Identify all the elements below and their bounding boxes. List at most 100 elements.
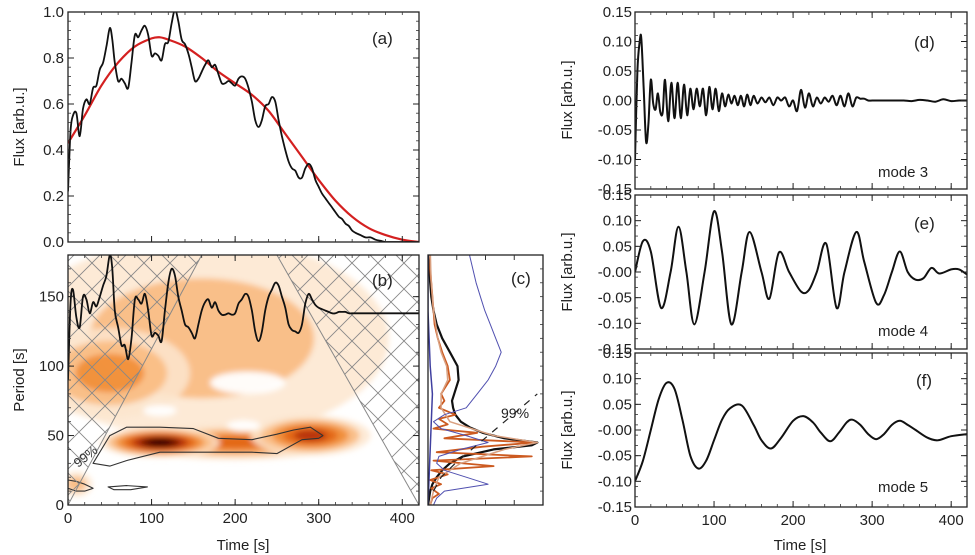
- plot-area-b: [68, 205, 975, 555]
- y-tick-label: -0.10: [598, 152, 632, 169]
- y-tick-label: 0.15: [603, 4, 632, 21]
- hatch-line: [734, 205, 975, 505]
- y-tick-label: 0.4: [43, 142, 64, 159]
- panel-a-flux-lightcurve: 0.0 0.2 0.4 0.6 0.8 1.0: [43, 4, 420, 251]
- hatch-line: [291, 255, 419, 505]
- overlay-line: [68, 255, 419, 381]
- minor-ticks: [635, 353, 967, 507]
- hatch-line: [786, 205, 975, 505]
- panel-label-d: (d): [914, 33, 935, 52]
- significance-contour: [107, 485, 148, 491]
- hatch-line: [734, 255, 975, 555]
- hatch-line: [786, 255, 975, 555]
- 99-significance-dashed-line: [432, 393, 538, 492]
- hatch-line: [864, 255, 975, 555]
- ylabel-a: Flux [arb.u.]: [11, 87, 28, 166]
- hatch-line: [838, 205, 975, 505]
- y-tick-label: -0.05: [598, 290, 632, 307]
- y-tick-label: -0.05: [598, 122, 632, 139]
- panel-label-c: (c): [511, 269, 531, 288]
- x-tick-label: 400: [390, 510, 415, 527]
- mode-label-5: mode 5: [878, 479, 928, 496]
- plot-area-a: [68, 12, 419, 242]
- ylabel-b: Period [s]: [11, 348, 28, 411]
- mode-signal-line: [635, 33, 967, 160]
- y-tick-label: 0.15: [603, 345, 632, 362]
- y-tick-label: 100: [39, 358, 64, 375]
- power-gap: [210, 371, 286, 394]
- hatch-line: [760, 255, 975, 555]
- y-tick-label: -0.00: [598, 264, 632, 281]
- y-tick-label: 1.0: [43, 4, 64, 21]
- panel-e-mode4: 0.15 0.10 0.05 -0.00 -0.05 -0.10 -0.15: [598, 187, 968, 358]
- panel-label-f: (f): [916, 371, 932, 390]
- plot-area-f: [635, 381, 967, 482]
- coi-boundary-right: [276, 255, 419, 505]
- y-tick-label: -0.15: [598, 499, 632, 516]
- x-tick-label: 200: [223, 510, 248, 527]
- x-tick-label: 0: [631, 512, 639, 529]
- panel-label-a: (a): [372, 29, 393, 48]
- mode-label-4: mode 4: [878, 323, 928, 340]
- hatch-line: [812, 205, 975, 505]
- blue-spectrum-line: [433, 255, 502, 505]
- hatch-line: [656, 205, 956, 505]
- x-tick-label: 300: [860, 512, 885, 529]
- hatch-line: [317, 255, 419, 505]
- hatch-line: [760, 205, 975, 505]
- ylabel-d: Flux [arb.u.]: [559, 60, 576, 139]
- xlabel-b: Time [s]: [217, 537, 270, 554]
- hatch-line: [500, 255, 800, 555]
- hatch-line: [630, 205, 930, 505]
- panel-label-b: (b): [372, 271, 393, 290]
- y-tick-label: 0.10: [603, 34, 632, 51]
- minor-ticks: [635, 195, 967, 349]
- hatch-line: [604, 205, 904, 505]
- hatch-line: [682, 255, 975, 555]
- y-tick-label: 0.0: [43, 234, 64, 251]
- coi-boundary-left: [68, 255, 203, 505]
- hatch-line: [343, 255, 419, 505]
- y-tick-label: 50: [47, 428, 64, 445]
- hatch-line: [812, 255, 975, 555]
- y-tick-label: 0.10: [603, 213, 632, 230]
- y-tick-label: 0.05: [603, 238, 632, 255]
- x-tick-label: 200: [781, 512, 806, 529]
- power-level: [147, 439, 172, 446]
- x-tick-label: 100: [702, 512, 727, 529]
- power-gap: [226, 420, 261, 432]
- hatch-line: [630, 255, 930, 555]
- power-level: [75, 353, 145, 393]
- y-tick-label: -0.10: [598, 473, 632, 490]
- y-tick-label: -0.05: [598, 448, 632, 465]
- trend-line: [68, 36, 419, 242]
- y-tick-label: 0.2: [43, 188, 64, 205]
- significance-label-c: 99%: [501, 405, 529, 421]
- hatch-line: [708, 205, 975, 505]
- minor-ticks: [68, 12, 419, 242]
- y-tick-label: 0.05: [603, 63, 632, 80]
- x-tick-label: 100: [139, 510, 164, 527]
- hatch-line: [343, 255, 419, 505]
- orange-envelope-line: [429, 255, 539, 505]
- y-tick-label: -0.10: [598, 315, 632, 332]
- hatch-line: [708, 255, 975, 555]
- axes-frame-a: [67, 11, 420, 243]
- hatch-line: [68, 255, 255, 505]
- ylabel-e: Flux [arb.u.]: [559, 232, 576, 311]
- panel-label-e: (e): [914, 214, 935, 233]
- x-tick-label: 400: [939, 512, 964, 529]
- blue-baseline-line: [428, 255, 434, 505]
- mode-label-3: mode 3: [878, 164, 928, 181]
- y-tick-label: 0.6: [43, 96, 64, 113]
- panel-f-mode5: 0.15 0.10 0.05 -0.00 -0.05 -0.10 -0.150 100 200 3…: [598, 345, 968, 529]
- y-tick-label: 0.8: [43, 50, 64, 67]
- hatch-line: [68, 255, 229, 505]
- mode-signal-line: [635, 210, 967, 326]
- mode-signal-line: [635, 381, 967, 482]
- x-tick-label: 300: [306, 510, 331, 527]
- xlabel-f: Time [s]: [774, 537, 827, 554]
- significance-contour: [68, 479, 94, 492]
- y-tick-label: 0: [56, 497, 64, 514]
